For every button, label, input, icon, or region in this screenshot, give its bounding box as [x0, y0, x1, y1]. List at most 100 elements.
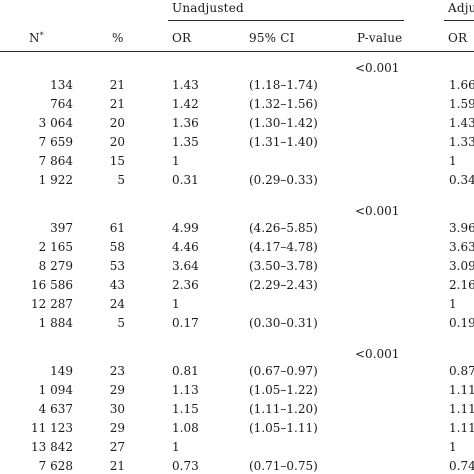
n-cell: 16 586 — [31, 277, 73, 292]
percent-cell: 20 — [109, 115, 125, 130]
percent-cell: 21 — [109, 458, 125, 473]
n-cell: 3 064 — [38, 115, 73, 130]
or-cell: 2.36 — [172, 277, 199, 292]
or-cell: 1 — [172, 439, 180, 454]
adjusted-or-cell: 3.63 — [449, 239, 474, 254]
n-cell: 13 842 — [31, 439, 73, 454]
adjusted-or-cell: 3.09 — [449, 258, 474, 273]
adjusted-rule — [444, 20, 474, 21]
ci-cell: (0.29–0.33) — [249, 172, 318, 187]
or-cell: 4.99 — [172, 221, 199, 235]
or-cell: 0.73 — [172, 458, 199, 473]
n-cell: 397 — [50, 221, 73, 235]
unadjusted-header: Unadjusted — [172, 1, 244, 15]
adjusted-or-cell: 0.74 — [449, 458, 474, 473]
n-cell: 149 — [50, 364, 73, 378]
percent-cell: 24 — [109, 296, 125, 311]
percent-cell: 53 — [109, 258, 125, 273]
ci-cell: (4.26–5.85) — [249, 221, 318, 235]
percent-cell: 15 — [109, 153, 125, 168]
adjusted-or-cell: 0.34 — [449, 172, 474, 187]
or-cell: 1 — [172, 153, 180, 168]
adjusted-or-cell: 1.66 — [449, 78, 474, 92]
adjusted-or-cell: 1.43 — [449, 115, 474, 130]
unadjusted-rule — [168, 20, 404, 21]
adjusted-or-cell: 1.11 — [449, 420, 474, 435]
ci-cell: (3.50–3.78) — [249, 258, 318, 273]
n-cell: 1 922 — [38, 172, 73, 187]
n-cell: 1 884 — [38, 315, 73, 330]
percent-cell: 43 — [109, 277, 125, 292]
or-cell: 1.36 — [172, 115, 199, 130]
or-cell: 3.64 — [172, 258, 199, 273]
ci-cell: (1.30–1.42) — [249, 115, 318, 130]
ci-cell: (1.31–1.40) — [249, 134, 318, 149]
percent-cell: 30 — [109, 401, 125, 416]
n-cell: 4 637 — [38, 401, 73, 416]
ci-cell: (0.67–0.97) — [249, 364, 318, 378]
or-cell: 0.81 — [172, 364, 199, 378]
percent-cell: 27 — [109, 439, 125, 454]
or-cell: 0.17 — [172, 315, 199, 330]
adjusted-or-cell: 0.87 — [449, 364, 474, 378]
percent-cell: 20 — [109, 134, 125, 149]
percent-cell: 5 — [117, 172, 125, 187]
or-column-header: OR — [172, 31, 192, 45]
adjusted-or-cell: 3.96 — [449, 221, 474, 235]
n-cell: 2 165 — [38, 239, 73, 254]
percent-cell: 21 — [109, 96, 125, 111]
ci-cell: (1.05–1.11) — [249, 420, 318, 435]
n-cell: 8 279 — [38, 258, 73, 273]
p-value: <0.001 — [355, 347, 400, 361]
adjusted-or-cell: 0.19 — [449, 315, 474, 330]
header-rule — [0, 51, 474, 52]
or-cell: 1.15 — [172, 401, 199, 416]
adjusted-or-cell: 1.59 — [449, 96, 474, 111]
n-column-header: N* — [29, 31, 44, 45]
ci-cell: (0.71–0.75) — [249, 458, 318, 473]
or-cell: 1.08 — [172, 420, 199, 435]
adjusted-or-cell: 1 — [449, 439, 457, 454]
p-value: <0.001 — [355, 204, 400, 218]
adjusted-or-cell: 1 — [449, 296, 457, 311]
n-cell: 7 628 — [38, 458, 73, 473]
or-cell: 1.13 — [172, 382, 199, 397]
percent-cell: 23 — [109, 364, 125, 378]
n-cell: 7 864 — [38, 153, 73, 168]
p-value-column-header: P-value — [357, 31, 403, 45]
or-cell: 1.35 — [172, 134, 199, 149]
ci-cell: (2.29–2.43) — [249, 277, 318, 292]
ci-cell: (1.05–1.22) — [249, 382, 318, 397]
ci-cell: (1.32–1.56) — [249, 96, 318, 111]
percent-cell: 61 — [109, 221, 125, 235]
percent-column-header: % — [112, 31, 124, 45]
adjusted-or-cell: 2.16 — [449, 277, 474, 292]
n-cell: 7 659 — [38, 134, 73, 149]
n-cell: 12 287 — [31, 296, 73, 311]
or-cell: 1.42 — [172, 96, 199, 111]
n-cell: 1 094 — [38, 382, 73, 397]
adjusted-or-cell: 1 — [449, 153, 457, 168]
adjusted-or-column-header: OR — [448, 31, 468, 45]
p-value: <0.001 — [355, 61, 400, 75]
percent-cell: 29 — [109, 420, 125, 435]
percent-cell: 5 — [117, 315, 125, 330]
percent-cell: 58 — [109, 239, 125, 254]
adjusted-or-cell: 1.11 — [449, 382, 474, 397]
n-cell: 134 — [50, 78, 73, 92]
adjusted-or-cell: 1.11 — [449, 401, 474, 416]
ci-cell: (4.17–4.78) — [249, 239, 318, 254]
n-cell: 764 — [50, 96, 73, 111]
ci-cell: (1.11–1.20) — [249, 401, 318, 416]
or-cell: 0.31 — [172, 172, 199, 187]
adjusted-or-cell: 1.33 — [449, 134, 474, 149]
or-cell: 1.43 — [172, 78, 199, 92]
percent-cell: 21 — [109, 78, 125, 92]
percent-cell: 29 — [109, 382, 125, 397]
or-cell: 4.46 — [172, 239, 199, 254]
n-cell: 11 123 — [31, 420, 73, 435]
ci-cell: (1.18–1.74) — [249, 78, 318, 92]
ci-column-header: 95% CI — [249, 31, 295, 45]
or-cell: 1 — [172, 296, 180, 311]
